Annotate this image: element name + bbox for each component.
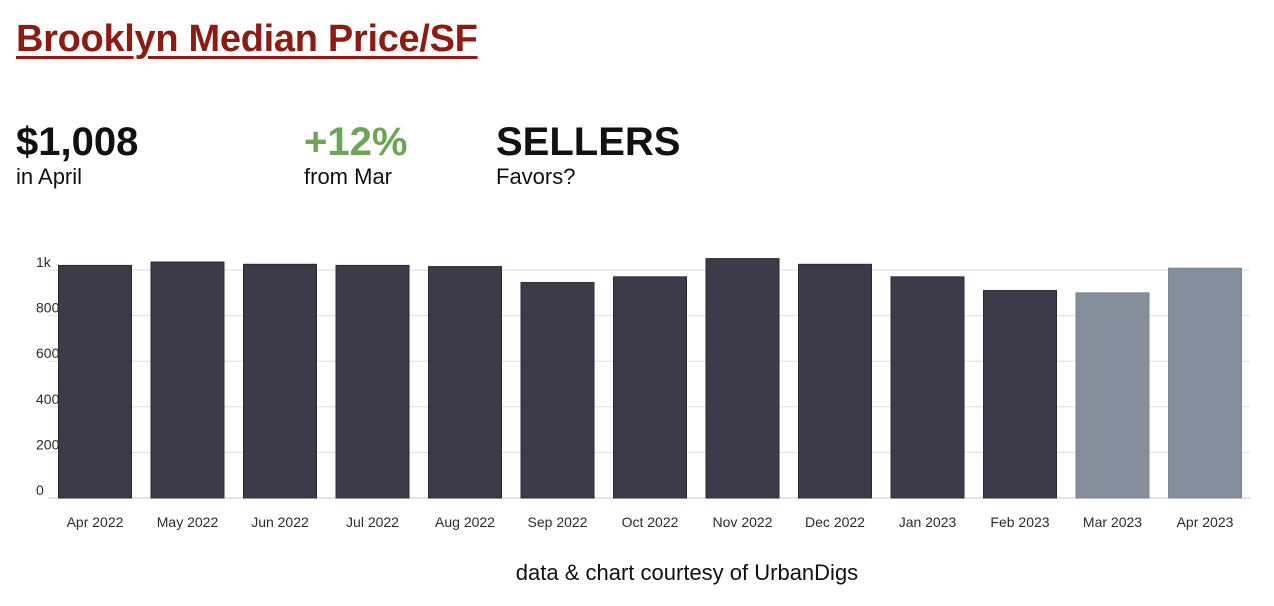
stat-monthly-change: +12% from Mar xyxy=(304,120,407,190)
x-tick-label: Jul 2022 xyxy=(346,514,399,530)
bar-jun-2022[interactable] xyxy=(243,263,317,499)
median-price-label: in April xyxy=(16,164,83,189)
y-tick-label: 1k xyxy=(36,254,52,270)
stat-market-favor: SELLERS Favors? xyxy=(496,120,680,190)
chart-title[interactable]: Brooklyn Median Price/SF xyxy=(16,18,478,60)
x-tick-label: Mar 2023 xyxy=(1083,514,1142,530)
bar-dec-2022[interactable] xyxy=(798,263,872,499)
y-tick-label: 200 xyxy=(36,436,60,452)
x-tick-label: Feb 2023 xyxy=(990,514,1049,530)
bar-may-2022[interactable] xyxy=(150,261,225,499)
x-tick-label: Jun 2022 xyxy=(251,514,309,530)
y-axis-ticks: 0 200 400 600 800 1k xyxy=(36,254,60,498)
y-tick-label: 600 xyxy=(36,345,60,361)
median-price-value: $1,008 xyxy=(16,120,139,164)
market-favor-label: Favors? xyxy=(496,164,576,189)
x-tick-label: Nov 2022 xyxy=(713,514,773,530)
monthly-change-label: from Mar xyxy=(304,164,392,189)
bar-jan-2023[interactable] xyxy=(890,276,965,499)
bars xyxy=(58,258,1242,499)
bar-apr-2023[interactable] xyxy=(1168,267,1242,499)
x-axis-ticks: Apr 2022 May 2022 Jun 2022 Jul 2022 Aug 2022… xyxy=(67,514,1234,530)
price-per-sf-bar-chart: 0 200 400 600 800 1k Apr 2022 May 2022 Jun 2022… xyxy=(36,254,1250,530)
y-tick-label: 0 xyxy=(36,482,44,498)
x-tick-label: May 2022 xyxy=(157,514,219,530)
stat-median-price: $1,008 in April xyxy=(16,120,138,190)
chart-credit: data & chart courtesy of UrbanDigs xyxy=(515,560,859,585)
bar-jul-2022[interactable] xyxy=(335,264,410,499)
x-tick-label: Aug 2022 xyxy=(435,514,495,530)
x-tick-label: Apr 2022 xyxy=(67,514,124,530)
monthly-change-value: +12% xyxy=(304,120,408,164)
bar-sep-2022[interactable] xyxy=(520,282,595,499)
x-tick-label: Dec 2022 xyxy=(805,514,865,530)
bar-nov-2022[interactable] xyxy=(705,258,780,499)
x-tick-label: Sep 2022 xyxy=(528,514,588,530)
bar-oct-2022[interactable] xyxy=(613,276,687,499)
bar-aug-2022[interactable] xyxy=(428,266,502,499)
bar-mar-2023[interactable] xyxy=(1075,292,1150,499)
x-tick-label: Apr 2023 xyxy=(1177,514,1234,530)
y-tick-label: 800 xyxy=(36,300,60,316)
y-tick-label: 400 xyxy=(36,391,60,407)
x-tick-label: Jan 2023 xyxy=(899,514,957,530)
bar-feb-2023[interactable] xyxy=(983,290,1057,499)
x-tick-label: Oct 2022 xyxy=(622,514,679,530)
market-favor-value: SELLERS xyxy=(496,120,681,164)
bar-apr-2022[interactable] xyxy=(58,264,132,499)
